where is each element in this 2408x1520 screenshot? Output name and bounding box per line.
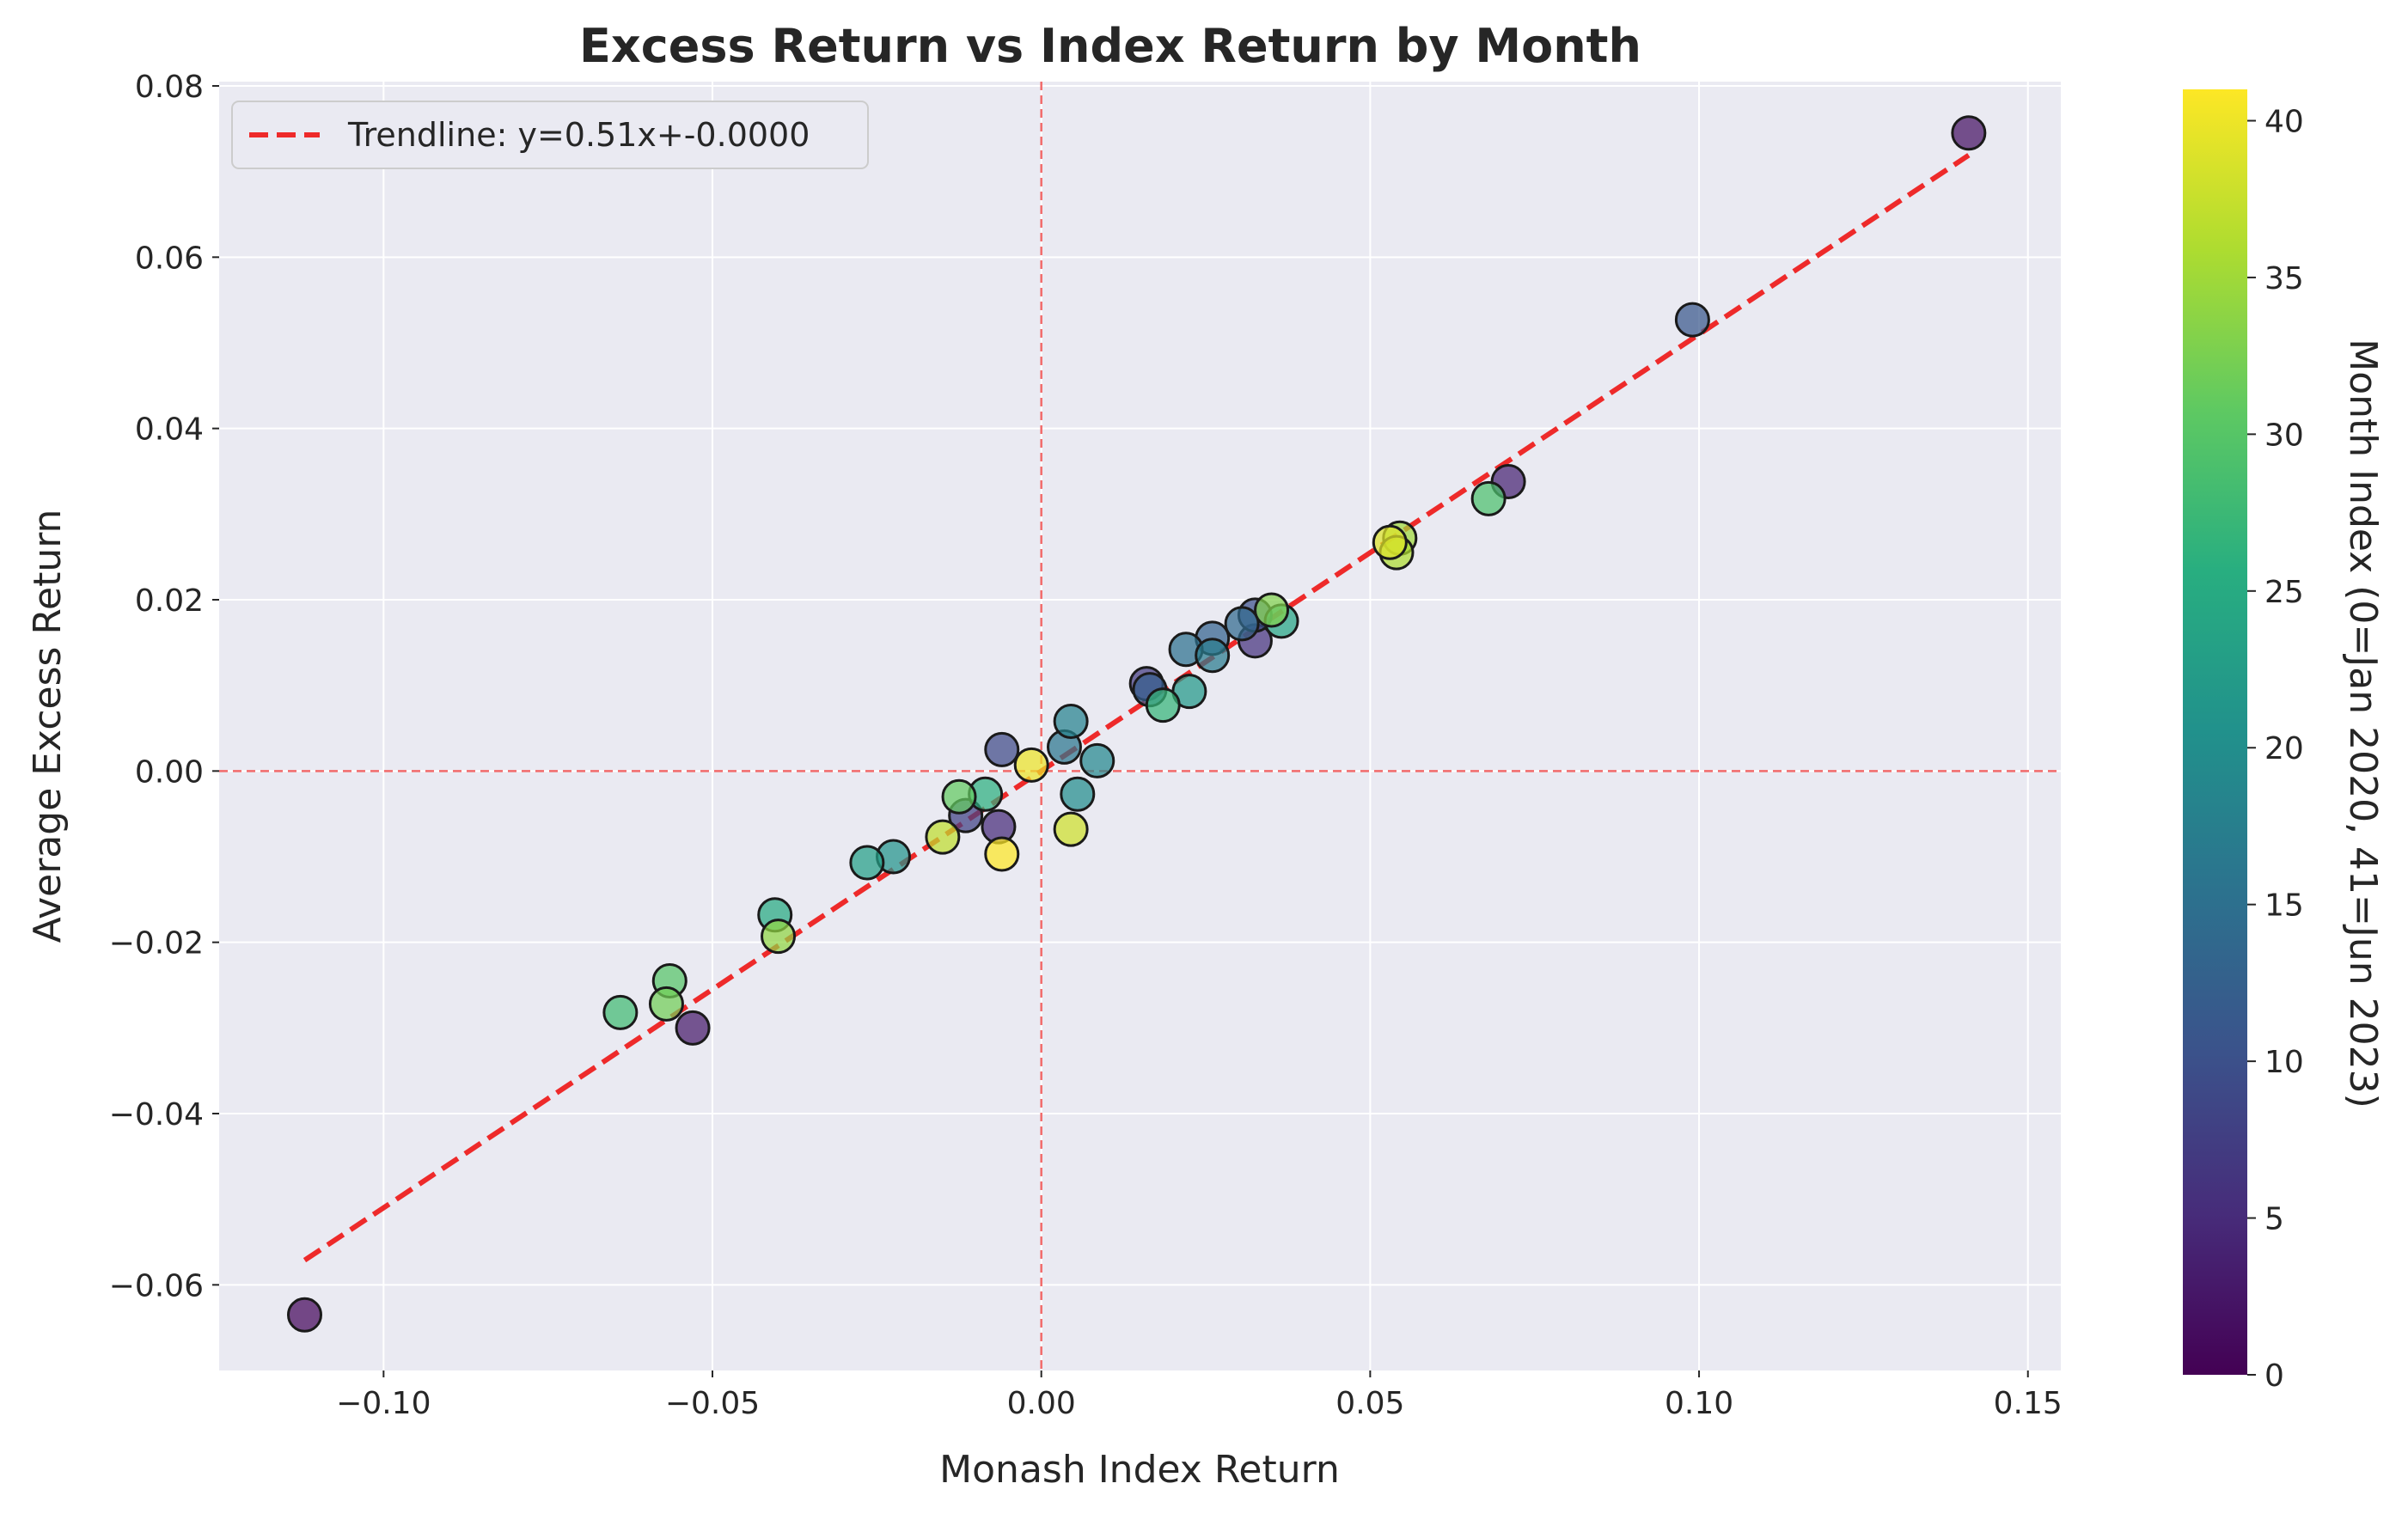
x-tick-label: 0.10 — [1665, 1386, 1733, 1421]
data-point — [1224, 606, 1260, 642]
legend-trendline-label: Trendline: y=0.51x+-0.0000 — [347, 116, 810, 154]
data-point — [941, 778, 977, 815]
data-point — [1145, 687, 1181, 723]
y-tick-label: 0.06 — [135, 241, 204, 276]
y-tick-label: −0.06 — [109, 1268, 204, 1303]
x-tick-label: 0.05 — [1335, 1386, 1404, 1421]
x-tick-label: 0.00 — [1007, 1386, 1076, 1421]
trendline — [303, 153, 1971, 1263]
colorbar-ticks: 0 5 10 15 20 25 30 35 40 — [2247, 104, 2304, 1394]
y-axis-label: Average Excess Return — [26, 510, 70, 943]
data-point — [648, 986, 684, 1022]
colorbar-tick-label: 10 — [2264, 1045, 2304, 1080]
y-tick-label: 0.08 — [135, 70, 204, 105]
data-point — [1060, 776, 1096, 812]
colorbar-tick-label: 40 — [2264, 104, 2304, 139]
data-point — [1674, 302, 1710, 338]
y-tick-label: 0.04 — [135, 412, 204, 448]
data-point — [1013, 747, 1049, 783]
data-point — [1079, 742, 1115, 778]
colorbar-tick-label: 25 — [2264, 575, 2304, 610]
colorbar-tick-label: 5 — [2264, 1202, 2284, 1237]
data-point — [984, 731, 1020, 767]
legend: Trendline: y=0.51x+-0.0000 — [231, 101, 869, 169]
x-axis-label: Monash Index Return — [939, 1448, 1340, 1492]
data-point — [675, 1010, 711, 1046]
data-point — [1053, 811, 1089, 847]
data-point — [1195, 638, 1231, 674]
colorbar: 0 5 10 15 20 25 30 35 40 Month Index (0=Jan 2020… — [2183, 89, 2385, 1394]
data-point — [849, 845, 885, 881]
x-tick-label: 0.15 — [1994, 1386, 2063, 1421]
colorbar-tick-label: 30 — [2264, 418, 2304, 453]
data-point — [1053, 704, 1089, 740]
data-point — [984, 836, 1020, 872]
data-point — [1470, 480, 1507, 516]
legend-box — [231, 101, 869, 169]
y-tick-label: −0.02 — [109, 926, 204, 961]
colorbar-tick-label: 0 — [2264, 1358, 2284, 1394]
y-axis-ticks: −0.06 −0.04 −0.02 0.00 0.02 0.04 0.06 0.08 — [109, 70, 219, 1303]
data-point — [286, 1297, 322, 1333]
y-tick-label: −0.04 — [109, 1097, 204, 1132]
colorbar-tick-label: 20 — [2264, 731, 2304, 766]
data-point — [761, 919, 797, 955]
data-points — [286, 115, 1987, 1333]
reference-lines — [219, 82, 2061, 1370]
colorbar-tick-label: 15 — [2264, 888, 2304, 924]
chart-title: Excess Return vs Index Return by Month — [579, 19, 1641, 73]
data-point — [1372, 524, 1408, 560]
data-point — [1951, 115, 1987, 151]
data-point — [1254, 592, 1290, 628]
y-tick-label: 0.00 — [135, 754, 204, 790]
colorbar-gradient — [2183, 89, 2247, 1375]
x-axis-ticks: −0.10 −0.05 0.00 0.05 0.10 0.15 — [336, 1370, 2063, 1421]
trendline-layer — [303, 153, 1971, 1263]
data-point — [602, 994, 639, 1030]
colorbar-tick-label: 35 — [2264, 261, 2304, 296]
y-tick-label: 0.02 — [135, 583, 204, 619]
x-tick-label: −0.05 — [665, 1386, 760, 1421]
data-point — [925, 819, 961, 855]
colorbar-label: Month Index (0=Jan 2020, 41=Jun 2023) — [2341, 339, 2385, 1108]
x-tick-label: −0.10 — [336, 1386, 431, 1421]
